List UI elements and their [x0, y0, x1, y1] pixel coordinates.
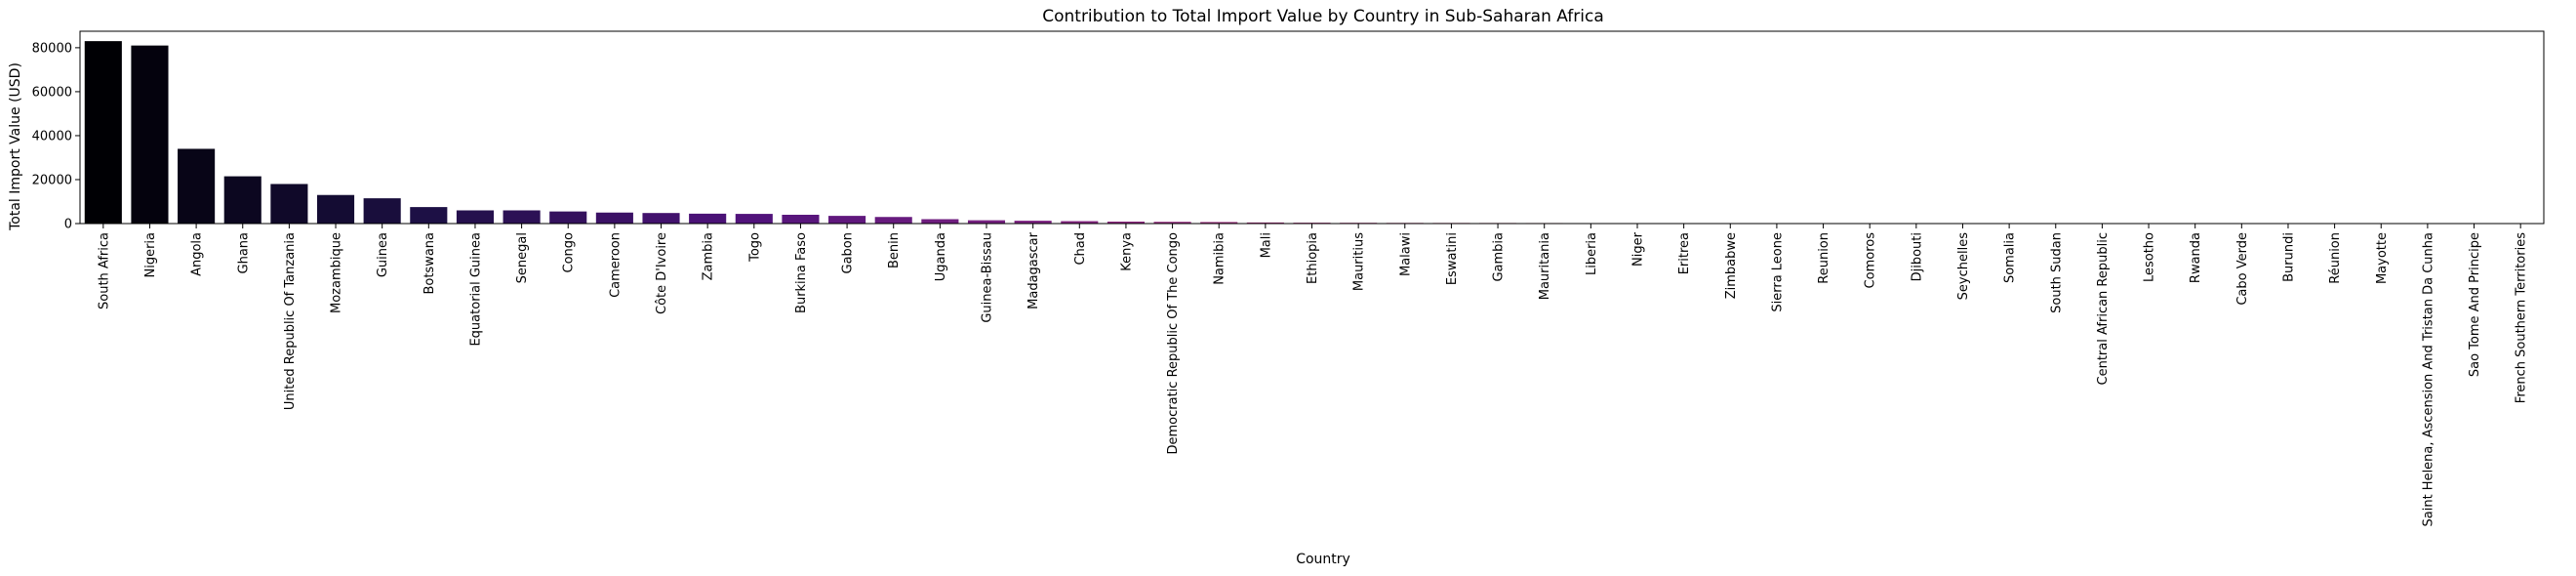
x-ticks-group: South Africa Nigeria Angola Ghana United Rep… — [97, 224, 2529, 527]
x-tick-label: Seychelles — [1956, 232, 1971, 301]
x-tick-label: Kenya — [1119, 232, 1134, 271]
bar — [642, 213, 680, 224]
bar — [735, 214, 773, 224]
x-tick-label: Uganda — [934, 232, 948, 281]
bar — [1246, 222, 1284, 224]
x-tick-label: Central African Republic — [2096, 232, 2111, 385]
x-tick-label: Mayotte — [2375, 232, 2390, 284]
bar — [410, 207, 448, 224]
plot-frame — [79, 30, 2545, 225]
bar — [270, 184, 308, 224]
bar — [828, 216, 866, 224]
x-tick-label: Madagascar — [1026, 231, 1041, 309]
x-tick-label: Mauritania — [1538, 232, 1552, 300]
bars-group — [84, 41, 2493, 224]
x-tick-label: Benin — [887, 232, 902, 268]
x-tick-label: United Republic Of Tanzania — [283, 232, 298, 410]
bar — [503, 210, 541, 224]
x-tick-label: Mali — [1259, 232, 1273, 258]
x-tick-label: Réunion — [2328, 232, 2343, 284]
x-tick-label: Chad — [1073, 232, 1088, 266]
x-tick-label: Comoros — [1864, 232, 1878, 289]
x-tick-label: Ghana — [236, 232, 251, 274]
x-tick-label: Liberia — [1585, 232, 1599, 275]
x-tick-label: Ethiopia — [1306, 232, 1320, 284]
bar — [874, 217, 912, 224]
x-tick-label: Congo — [562, 232, 577, 273]
x-tick-label: Rwanda — [2189, 232, 2203, 283]
bar — [178, 148, 216, 224]
x-tick-label: Senegal — [515, 232, 530, 283]
x-tick-label: Burundi — [2281, 232, 2296, 282]
x-tick-label: Guinea-Bissau — [981, 232, 995, 323]
x-tick-label: Nigeria — [143, 232, 158, 278]
bar — [595, 212, 633, 224]
x-tick-label: South Sudan — [2049, 232, 2064, 313]
x-tick-label: Burkina Faso — [794, 232, 809, 313]
bar — [223, 176, 262, 224]
bar — [1200, 222, 1238, 224]
bar — [1153, 222, 1191, 224]
x-tick-label: Guinea — [376, 232, 390, 277]
x-tick-label: Botswana — [423, 232, 437, 295]
x-tick-label: Zimbabwe — [1724, 232, 1739, 299]
x-tick-label: Sierra Leone — [1770, 232, 1785, 312]
bar — [549, 211, 587, 224]
bar — [363, 198, 401, 224]
x-tick-label: Reunion — [1817, 232, 1831, 284]
x-tick-label: Gabon — [841, 232, 856, 274]
bar — [316, 194, 355, 224]
x-tick-label: Lesotho — [2143, 232, 2157, 282]
y-tick-label: 0 — [64, 218, 72, 232]
x-tick-label: Cameroon — [608, 232, 623, 298]
bar — [84, 41, 122, 224]
x-tick-label: Eritrea — [1677, 232, 1692, 274]
y-tick-label: 60000 — [32, 85, 72, 100]
x-tick-label: Eswatini — [1445, 232, 1460, 285]
y-axis-label: Total Import Value (USD) — [8, 62, 23, 231]
bar — [1061, 221, 1099, 224]
x-tick-label: Democratic Republic Of The Congo — [1166, 232, 1181, 455]
bar — [921, 219, 959, 224]
y-ticks-group: 0 20000 40000 60000 80000 — [32, 41, 80, 232]
x-tick-label: Côte D'Ivoire — [655, 232, 669, 314]
y-tick-label: 80000 — [32, 41, 72, 56]
bar — [1014, 221, 1052, 224]
bar — [782, 214, 820, 224]
x-tick-label: Niger — [1630, 231, 1645, 267]
bar — [689, 213, 727, 224]
bar — [131, 45, 169, 224]
x-tick-label: Equatorial Guinea — [468, 232, 483, 347]
x-tick-label: Gambia — [1492, 232, 1507, 282]
x-tick-label: Zambia — [702, 232, 716, 280]
x-tick-label: Cabo Verde — [2235, 232, 2250, 306]
bar — [456, 210, 495, 224]
x-axis-label: Country — [1296, 552, 1350, 567]
x-tick-label: Saint Helena, Ascension And Tristan Da C… — [2421, 232, 2435, 527]
x-tick-label: Somalia — [2003, 232, 2018, 283]
y-tick-label: 40000 — [32, 129, 72, 144]
x-tick-label: Togo — [747, 232, 762, 263]
y-tick-label: 20000 — [32, 173, 72, 187]
x-tick-label: South Africa — [97, 232, 111, 309]
x-tick-label: Angola — [190, 232, 205, 276]
chart-title: Contribution to Total Import Value by Co… — [1042, 7, 1604, 26]
x-tick-label: Mozambique — [330, 232, 344, 313]
x-tick-label: French Southern Territories — [2515, 232, 2529, 403]
bar — [1107, 221, 1145, 224]
x-tick-label: Mauritius — [1352, 232, 1367, 291]
x-tick-label: Namibia — [1213, 232, 1228, 285]
x-tick-label: Djibouti — [1910, 232, 1924, 281]
x-tick-label: Sao Tome And Principe — [2468, 232, 2482, 377]
x-tick-label: Malawi — [1398, 232, 1413, 276]
bar — [967, 220, 1006, 224]
